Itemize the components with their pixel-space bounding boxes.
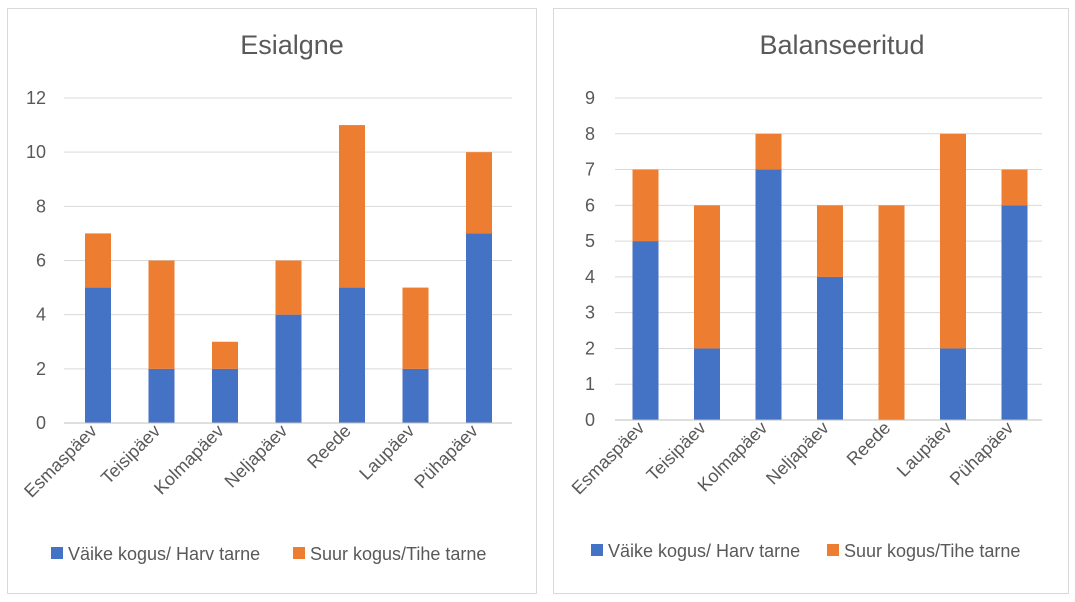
bar-segment-series-2 (878, 205, 905, 420)
bar-segment-series-1 (940, 348, 966, 420)
x-category-label: Esmaspäev (568, 418, 649, 499)
legend-swatch (51, 547, 63, 559)
bar-segment-series-1 (817, 276, 843, 420)
bar-segment-series-2 (339, 125, 365, 288)
legend-label: Suur kogus/Tihe tarne (310, 544, 486, 564)
bar-segment-series-1 (402, 368, 429, 423)
y-tick-label: 5 (585, 231, 595, 251)
bar-segment-series-2 (940, 133, 966, 349)
chart-esialgne: Esialgne024681012EsmaspäevTeisipäevKolma… (20, 30, 512, 564)
legend-label: Väike kogus/ Harv tarne (608, 541, 800, 561)
bar-segment-series-1 (1001, 205, 1028, 420)
y-tick-label: 2 (585, 338, 595, 358)
bar-segment-series-2 (148, 260, 175, 369)
legend-label: Suur kogus/Tihe tarne (844, 541, 1020, 561)
y-tick-label: 4 (36, 305, 46, 325)
bar-segment-series-2 (466, 152, 492, 234)
x-category-label: Laupäev (893, 418, 956, 481)
x-category-label: Neljapäev (762, 418, 833, 489)
bar-segment-series-2 (275, 260, 302, 315)
bar-segment-series-1 (339, 287, 365, 423)
bar-segment-series-1 (212, 368, 238, 423)
y-tick-label: 2 (36, 359, 46, 379)
y-tick-label: 8 (36, 196, 46, 216)
y-tick-label: 6 (585, 195, 595, 215)
bar-segment-series-1 (694, 348, 720, 420)
x-category-label: Pühapäev (946, 418, 1017, 489)
chart-panel-esialgne: Esialgne 0 2 4 6 8 10 12 Esmaspäev Teisipäev Kolma… (7, 8, 537, 594)
x-category-label: Teisipäev (97, 421, 164, 488)
x-category-label: Neljapäev (221, 421, 292, 492)
bar-segment-series-2 (632, 169, 659, 242)
x-category-label: Laupäev (355, 421, 418, 484)
legend-label: Väike kogus/ Harv tarne (68, 544, 260, 564)
y-tick-label: 9 (585, 88, 595, 108)
x-category-label: Esmaspäev (20, 421, 101, 502)
bar-segment-series-2 (1001, 169, 1028, 206)
y-tick-label: 8 (585, 124, 595, 144)
bar-segment-series-2 (755, 133, 782, 170)
chart-title: Balanseeritud (759, 30, 924, 60)
legend-swatch (591, 544, 603, 556)
y-tick-label: 6 (36, 251, 46, 271)
bar-segment-series-2 (402, 287, 429, 369)
y-tick-label: 7 (585, 160, 595, 180)
y-tick-label: 10 (26, 142, 46, 162)
y-tick-label: 0 (36, 413, 46, 433)
y-tick-label: 3 (585, 303, 595, 323)
bar-segment-series-2 (212, 341, 238, 369)
bar-segment-series-1 (148, 368, 175, 423)
bar-segment-series-2 (85, 233, 111, 288)
y-tick-label: 4 (585, 267, 595, 287)
y-tick-label: 0 (585, 410, 595, 430)
bar-segment-series-1 (755, 169, 782, 420)
bar-segment-series-1 (85, 287, 111, 423)
y-tick-label: 12 (26, 88, 46, 108)
legend-swatch (293, 547, 305, 559)
bar-segment-series-1 (632, 241, 659, 420)
x-category-label: Pühapäev (410, 421, 481, 492)
chart-panel-balanseeritud: Balanseeritud 0 1 2 3 4 5 6 7 8 9 Esmaspäev Teisipäe… (553, 8, 1069, 594)
y-tick-label: 1 (585, 374, 595, 394)
bar-segment-series-1 (275, 314, 302, 423)
bar-segment-series-1 (466, 233, 492, 423)
bar-segment-series-2 (694, 205, 720, 349)
legend-swatch (827, 544, 839, 556)
chart-title: Esialgne (240, 30, 344, 60)
x-category-label: Reede (303, 421, 355, 473)
chart-balanseeritud: Balanseeritud0123456789EsmaspäevTeisipäe… (568, 30, 1042, 561)
bar-segment-series-2 (817, 205, 843, 277)
x-category-label: Reede (843, 418, 895, 470)
